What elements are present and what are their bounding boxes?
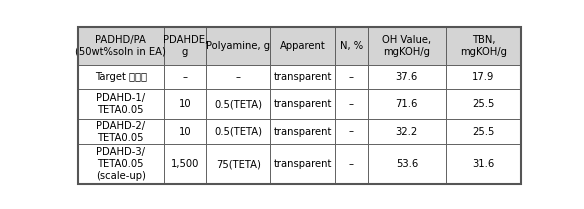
Bar	[446, 65, 521, 89]
Bar	[206, 119, 270, 144]
Text: PADHD/PA
(50wt%soln in EA): PADHD/PA (50wt%soln in EA)	[75, 35, 166, 57]
Bar	[164, 27, 206, 65]
Text: 71.6: 71.6	[396, 99, 418, 109]
Bar	[206, 65, 270, 89]
Bar	[368, 119, 446, 144]
Text: transparent: transparent	[273, 126, 332, 136]
Bar	[335, 89, 368, 119]
Bar	[164, 144, 206, 184]
Text: Apparent: Apparent	[280, 41, 325, 51]
Text: 32.2: 32.2	[396, 126, 418, 136]
Bar	[446, 144, 521, 184]
Bar	[78, 144, 164, 184]
Bar	[446, 89, 521, 119]
Bar	[270, 65, 335, 89]
Text: 25.5: 25.5	[472, 126, 495, 136]
Text: –: –	[349, 72, 354, 82]
Text: PDAHD-3/
TETA0.05
(scale-up): PDAHD-3/ TETA0.05 (scale-up)	[96, 147, 146, 181]
Text: N, %: N, %	[340, 41, 363, 51]
Text: Target 분산제: Target 분산제	[95, 72, 147, 82]
Text: 0.5(TETA): 0.5(TETA)	[214, 99, 262, 109]
Text: transparent: transparent	[273, 72, 332, 82]
Text: –: –	[349, 99, 354, 109]
Text: PDAHDE,
g: PDAHDE, g	[162, 35, 208, 57]
Bar	[335, 65, 368, 89]
Bar	[164, 119, 206, 144]
Text: 25.5: 25.5	[472, 99, 495, 109]
Bar	[164, 65, 206, 89]
Bar	[78, 89, 164, 119]
Bar	[78, 119, 164, 144]
Text: –: –	[349, 159, 354, 169]
Bar	[368, 27, 446, 65]
Text: –: –	[236, 72, 241, 82]
Text: Polyamine, g: Polyamine, g	[206, 41, 270, 51]
Text: 31.6: 31.6	[472, 159, 495, 169]
Text: PDAHD-1/
TETA0.05: PDAHD-1/ TETA0.05	[96, 93, 145, 115]
Text: PDAHD-2/
TETA0.05: PDAHD-2/ TETA0.05	[96, 121, 145, 143]
Text: 17.9: 17.9	[472, 72, 495, 82]
Text: 1,500: 1,500	[171, 159, 199, 169]
Text: TBN,
mgKOH/g: TBN, mgKOH/g	[460, 35, 507, 57]
Bar	[368, 65, 446, 89]
Text: 10: 10	[179, 99, 192, 109]
Bar	[368, 89, 446, 119]
Bar	[78, 65, 164, 89]
Text: –: –	[183, 72, 187, 82]
Bar	[368, 144, 446, 184]
Bar	[335, 144, 368, 184]
Text: 75(TETA): 75(TETA)	[216, 159, 260, 169]
Text: OH Value,
mgKOH/g: OH Value, mgKOH/g	[383, 35, 432, 57]
Text: 10: 10	[179, 126, 192, 136]
Text: 0.5(TETA): 0.5(TETA)	[214, 126, 262, 136]
Bar	[206, 144, 270, 184]
Bar	[270, 144, 335, 184]
Text: transparent: transparent	[273, 99, 332, 109]
Bar	[78, 27, 164, 65]
Bar	[206, 89, 270, 119]
Text: 37.6: 37.6	[396, 72, 418, 82]
Bar	[270, 119, 335, 144]
Bar	[335, 119, 368, 144]
Bar	[446, 119, 521, 144]
Text: transparent: transparent	[273, 159, 332, 169]
Bar	[270, 27, 335, 65]
Text: 53.6: 53.6	[396, 159, 418, 169]
Bar	[335, 27, 368, 65]
Bar	[164, 89, 206, 119]
Text: –: –	[349, 126, 354, 136]
Bar	[446, 27, 521, 65]
Bar	[206, 27, 270, 65]
Bar	[270, 89, 335, 119]
